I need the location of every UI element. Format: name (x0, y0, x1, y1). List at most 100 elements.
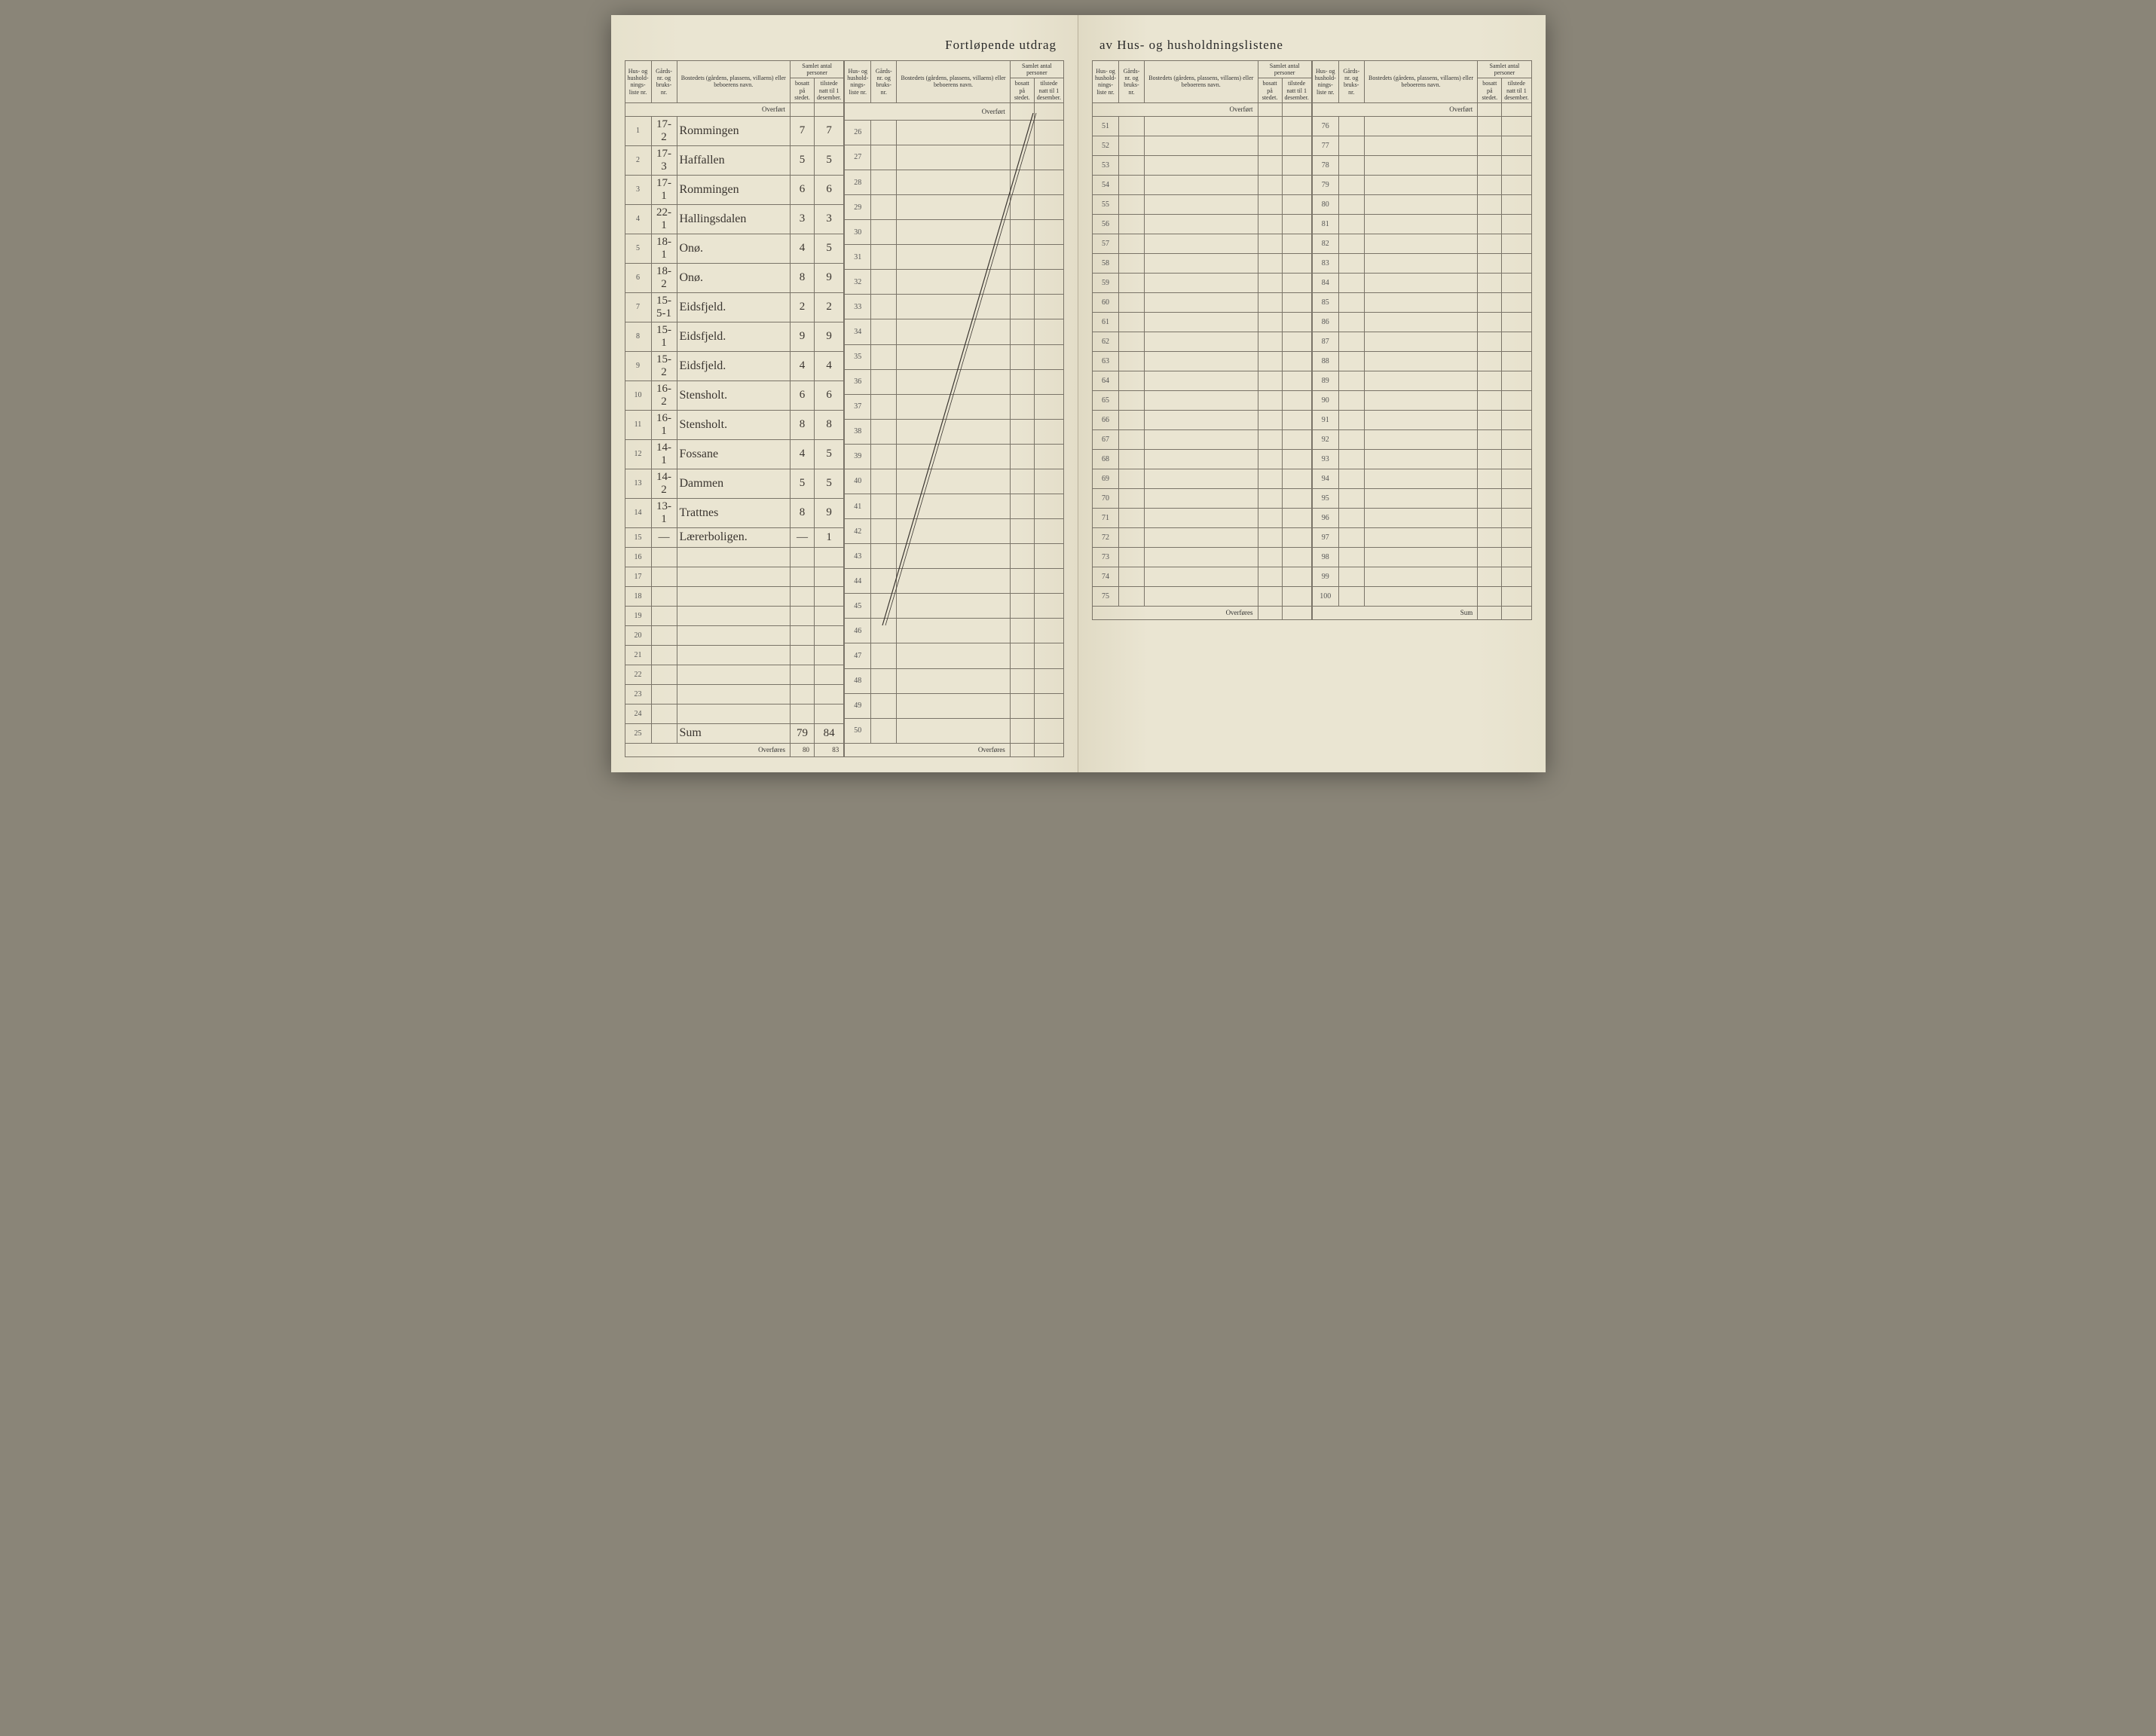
cell-tilstede: 2 (815, 292, 844, 322)
cell-bosatt (1478, 410, 1502, 429)
cell-tilstede: 6 (815, 175, 844, 204)
row-number: 81 (1312, 214, 1338, 234)
cell-bosatt (1478, 351, 1502, 371)
ledger-spread: Fortløpende utdrag Hus- og hushold-nings… (611, 15, 1546, 772)
cell-tilstede (1034, 594, 1063, 619)
cell-tilstede (1282, 312, 1311, 332)
cell-bosted (1145, 273, 1258, 292)
cell-bosatt (1010, 220, 1034, 245)
cell-bosted (1145, 547, 1258, 567)
hdr-bosatt-b: bosatt på stedet. (1010, 78, 1034, 103)
cell-bosted: Eidsfjeld. (677, 322, 791, 351)
cell-bosted (1364, 253, 1478, 273)
cell-gardnr (1119, 155, 1145, 175)
hdr-samlet-d: Samlet antal personer (1478, 61, 1531, 78)
row-number: 12 (625, 439, 651, 469)
cell-tilstede (1034, 619, 1063, 643)
row-number: 92 (1312, 429, 1338, 449)
cell-gardnr: 14-2 (651, 469, 677, 498)
row-number: 40 (845, 469, 871, 494)
cell-bosted: Trattnes (677, 498, 791, 527)
table-row: 35 (845, 344, 1064, 369)
cell-gardnr (871, 145, 897, 170)
table-row: 1314-2Dammen55 (625, 469, 844, 498)
row-number: 27 (845, 145, 871, 170)
cell-bosted (1145, 527, 1258, 547)
cell-gardnr (1338, 567, 1364, 586)
cell-bosatt (1258, 410, 1282, 429)
row-number: 80 (1312, 194, 1338, 214)
cell-bosatt: 8 (791, 498, 815, 527)
cell-bosted (1145, 292, 1258, 312)
cell-tilstede (1282, 567, 1311, 586)
cell-bosted (1145, 508, 1258, 527)
row-number: 17 (625, 567, 651, 586)
cell-tilstede (1034, 668, 1063, 693)
table-row: 94 (1312, 469, 1531, 488)
row-number: 59 (1093, 273, 1119, 292)
overfores-a: Overføres (625, 743, 791, 756)
cell-tilstede (1502, 449, 1531, 469)
overfort-c: Overført (1093, 102, 1258, 116)
cell-bosatt (791, 625, 815, 645)
table-row: 25Sum7984 (625, 723, 844, 743)
row-number: 82 (1312, 234, 1338, 253)
hdr-gardnr-b: Gårds-nr. og bruks-nr. (871, 61, 897, 103)
hdr-tilstede-c: tilstede natt til 1 desember. (1282, 78, 1311, 103)
left-columns: Hus- og hushold-nings-liste nr. Gårds-nr… (625, 60, 1065, 757)
table-row: 55 (1093, 194, 1312, 214)
cell-bosted (1364, 371, 1478, 390)
cell-bosted: Onø. (677, 234, 791, 263)
cell-bosted: Rommingen (677, 175, 791, 204)
cell-bosted (897, 668, 1011, 693)
cell-bosted (897, 544, 1011, 569)
cell-tilstede (1502, 273, 1531, 292)
row-number: 84 (1312, 273, 1338, 292)
row-number: 43 (845, 544, 871, 569)
cell-tilstede (1282, 175, 1311, 194)
cell-tilstede (1034, 295, 1063, 319)
row-number: 69 (1093, 469, 1119, 488)
cell-tilstede: 8 (815, 410, 844, 439)
cell-gardnr (1119, 586, 1145, 606)
row-number: 39 (845, 444, 871, 469)
table-row: 618-2Onø.89 (625, 263, 844, 292)
cell-bosatt (1478, 136, 1502, 155)
table-row: 50 (845, 718, 1064, 743)
cell-bosted: Stensholt. (677, 410, 791, 439)
cell-gardnr (1338, 547, 1364, 567)
cell-gardnr (871, 569, 897, 594)
cell-bosted (1145, 253, 1258, 273)
cell-bosatt: 9 (791, 322, 815, 351)
cell-bosted (1145, 567, 1258, 586)
cell-bosatt (791, 684, 815, 704)
row-number: 95 (1312, 488, 1338, 508)
hdr-gardnr-c: Gårds-nr. og bruks-nr. (1119, 61, 1145, 103)
row-number: 77 (1312, 136, 1338, 155)
cell-tilstede (1034, 544, 1063, 569)
cell-tilstede (1502, 312, 1531, 332)
table-row: 67 (1093, 429, 1312, 449)
cell-bosted (897, 444, 1011, 469)
cell-bosatt (1258, 273, 1282, 292)
row-number: 35 (845, 344, 871, 369)
row-number: 100 (1312, 586, 1338, 606)
cell-bosted (1145, 155, 1258, 175)
cell-gardnr (1338, 253, 1364, 273)
cell-bosted (897, 693, 1011, 718)
table-row: 41 (845, 494, 1064, 519)
cell-bosted (1145, 469, 1258, 488)
row-number: 10 (625, 381, 651, 410)
row-number: 85 (1312, 292, 1338, 312)
row-number: 33 (845, 295, 871, 319)
cell-bosatt (1258, 469, 1282, 488)
cell-bosatt (1478, 332, 1502, 351)
table-row: 31 (845, 245, 1064, 270)
cell-bosted (677, 586, 791, 606)
cell-bosatt (791, 645, 815, 665)
cell-gardnr (1119, 136, 1145, 155)
cell-gardnr (1119, 116, 1145, 136)
table-row: 90 (1312, 390, 1531, 410)
cell-bosatt (1258, 586, 1282, 606)
row-number: 86 (1312, 312, 1338, 332)
